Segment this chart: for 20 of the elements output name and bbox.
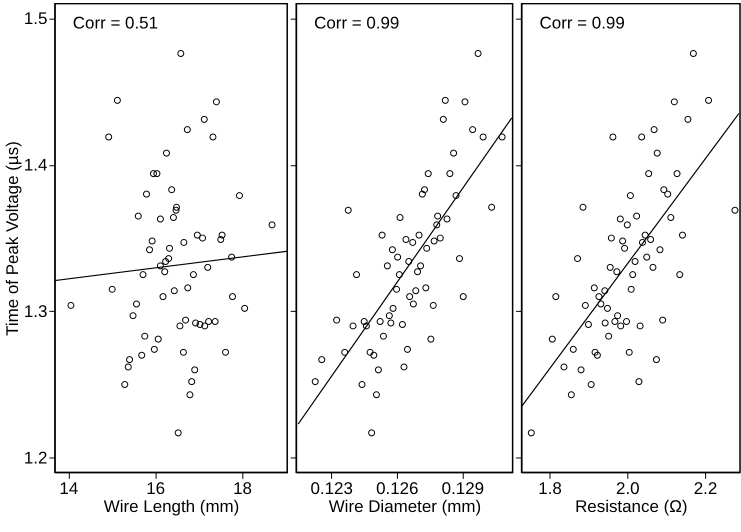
annotation: Corr = 0.99 — [314, 14, 400, 33]
annotation: Corr = 0.51 — [72, 14, 158, 33]
y-tick-label: 1.5 — [24, 8, 48, 28]
x-tick-label: 0.123 — [310, 478, 353, 498]
x-tick-label: 2.2 — [694, 478, 718, 498]
x-tick-label: 0.126 — [376, 478, 418, 498]
x-axis-title: Wire Length (mm) — [104, 496, 240, 516]
x-tick-label: 1.8 — [538, 478, 562, 498]
x-tick-label: 14 — [59, 478, 78, 498]
x-axis-title: Wire Diameter (mm) — [328, 496, 482, 516]
x-axis-title: Resistance (Ω) — [575, 496, 688, 516]
x-tick-label: 2.0 — [616, 478, 640, 498]
y-tick-label: 1.2 — [24, 448, 48, 468]
y-axis-title: Time of Peak Voltage (µs) — [2, 141, 22, 336]
x-tick-label: 18 — [233, 478, 252, 498]
y-tick-label: 1.4 — [24, 155, 48, 174]
x-tick-label: 16 — [146, 478, 166, 498]
y-tick-label: 1.3 — [24, 302, 48, 321]
annotation: Corr = 0.99 — [540, 14, 625, 33]
x-tick-label: 0.129 — [442, 478, 484, 498]
